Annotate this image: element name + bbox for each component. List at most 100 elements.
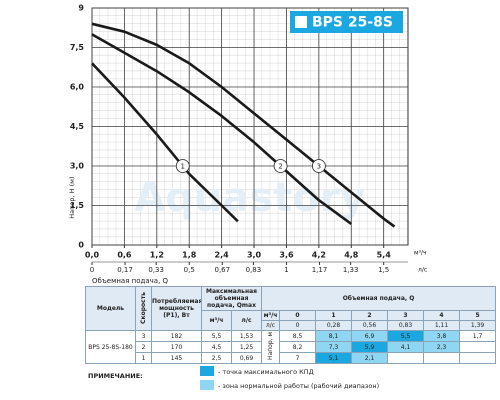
head-value: 2,1 xyxy=(351,352,388,364)
header-speed: Скорость xyxy=(135,286,152,331)
x2-tick-label: 1,17 xyxy=(312,266,328,274)
header-qmax: Максимальная объемная подача, Qmax xyxy=(201,286,262,311)
speed: 2 xyxy=(135,341,152,353)
flow-m3h: 2 xyxy=(351,310,388,321)
table-row: 1 145 2,5 0,69 7 5,1 2,1 xyxy=(86,352,497,364)
qmax-ls: 0,69 xyxy=(231,352,262,364)
x-unit: м³/ч xyxy=(414,250,427,257)
header-flow: Объемная подача, Q xyxy=(260,286,497,311)
x2-tick-label: 0 xyxy=(90,266,94,274)
head-header-text: Напор, м xyxy=(267,332,274,360)
y-tick-label: 9 xyxy=(78,4,84,13)
qmax-m3h: 2,5 xyxy=(201,352,232,364)
note-max: - точка максимального КПД xyxy=(218,368,314,376)
head-value xyxy=(387,352,424,364)
chart-title: BPS 25-8S xyxy=(312,15,393,31)
head-value: 7,3 xyxy=(315,341,352,353)
curve-label: 2 xyxy=(278,163,282,171)
x2-tick-label: 0,5 xyxy=(184,266,195,274)
flow-m3h: 1 xyxy=(315,310,352,321)
x-tick-label: 1,2 xyxy=(150,251,164,260)
y-tick-label: 7,5 xyxy=(70,43,85,52)
head-value: 6,9 xyxy=(351,330,388,342)
y-tick-label: 3,0 xyxy=(70,162,85,171)
flow-unit: м³/ч xyxy=(261,310,280,321)
head-value: 5,9 xyxy=(351,341,388,353)
table-row: л/с 0 0,28 0,56 0,83 1,11 1,39 xyxy=(86,320,497,331)
header-speed-text: Скорость xyxy=(140,291,147,324)
flow-ls: 0,83 xyxy=(387,320,424,331)
flow-ls: 0 xyxy=(279,320,316,331)
curve xyxy=(91,62,239,223)
x-tick-label: 0,0 xyxy=(85,251,100,260)
flow-m3h: 5 xyxy=(458,310,497,321)
x-tick-label: 4,2 xyxy=(312,251,326,260)
y-tick-label: 1,5 xyxy=(70,201,85,210)
note: ПРИМЕЧАНИЕ: - точка максимального КПД - … xyxy=(88,366,488,398)
qmax-m3h: 5,5 xyxy=(201,330,232,342)
table-row: BPS 25-8S-180 3 182 5,5 1,53 Напор, м 8,5 8,1 6,… xyxy=(85,330,497,364)
y-tick-label: 0 xyxy=(78,241,84,250)
x2-tick-label: 0,33 xyxy=(148,266,164,274)
curve-label: 1 xyxy=(181,163,185,171)
x2-tick-label: 0,17 xyxy=(117,266,133,274)
flow-m3h: 4 xyxy=(423,310,460,321)
title-box: BPS 25-8S xyxy=(290,11,403,33)
y-axis-label: Напор, H (м) xyxy=(68,176,76,218)
swatch-normal xyxy=(200,380,214,390)
x-tick-label: 3,6 xyxy=(279,251,294,260)
head-value xyxy=(423,352,460,364)
qmax-ls: 1,25 xyxy=(231,341,262,353)
head-value: 8,1 xyxy=(315,330,352,342)
head-value: 8,5 xyxy=(279,330,316,342)
title-bg xyxy=(290,11,403,33)
y-tick-label: 6,0 xyxy=(70,83,85,92)
head-value xyxy=(458,352,497,364)
qmax-m3h: 4,5 xyxy=(201,341,232,353)
curve xyxy=(91,33,353,225)
x-tick-label: 2,4 xyxy=(215,251,230,260)
x2-tick-label: 0,67 xyxy=(214,266,230,274)
header-model: Модель xyxy=(85,286,136,331)
head-value: 2,3 xyxy=(423,341,460,353)
swatch-max xyxy=(200,366,214,376)
qmax-unit: л/с xyxy=(231,310,262,331)
flow-ls: 1,11 xyxy=(423,320,460,331)
note-normal: - зона нормальной работы (рабочий диапаз… xyxy=(218,382,380,390)
watermark: Aquastory xyxy=(134,175,365,221)
flow-ls: 0,56 xyxy=(351,320,388,331)
x2-tick-label: 0,83 xyxy=(246,266,262,274)
table-row: Модель Скорость Потребляемая мощность (P1)… xyxy=(85,286,497,331)
curve-badge xyxy=(311,159,326,173)
x2-tick-label: 1,33 xyxy=(343,266,359,274)
x-tick-label: 5,4 xyxy=(377,251,392,260)
x-tick-label: 1,8 xyxy=(182,251,197,260)
flow-m3h: 0 xyxy=(279,310,316,321)
speed: 1 xyxy=(135,352,152,364)
x2-unit: л/с xyxy=(418,267,427,274)
curve-badge xyxy=(273,159,288,173)
power: 182 xyxy=(151,330,202,342)
x-tick-label: 3,0 xyxy=(247,251,262,260)
x2-tick-label: 1 xyxy=(284,266,288,274)
curve-badge xyxy=(175,159,190,173)
flow-ls: 1,39 xyxy=(458,320,497,331)
head-value xyxy=(458,341,497,353)
x-tick-label: 0,6 xyxy=(117,251,132,260)
curve xyxy=(91,22,396,228)
flow-ls: 0,28 xyxy=(315,320,352,331)
head-value: 1,7 xyxy=(458,330,497,342)
head-value: 5,1 xyxy=(315,352,352,364)
head-value: 3,8 xyxy=(423,330,460,342)
x2-tick-label: 1,5 xyxy=(378,266,389,274)
head-value: 7 xyxy=(279,352,316,364)
y-tick-label: 4,5 xyxy=(70,122,85,131)
performance-table: Модель Скорость Потребляемая мощность (P1)… xyxy=(85,286,497,364)
speed: 3 xyxy=(135,330,152,342)
table-row: 2 170 4,5 1,25 8,2 7,3 5,9 4,1 2,3 xyxy=(86,341,497,353)
x-tick-label: 4,8 xyxy=(344,251,359,260)
x-axis-label: Объемная подача, Q xyxy=(92,277,169,285)
model: BPS 25-8S-180 xyxy=(85,330,136,364)
head-value: 5,5 xyxy=(387,330,424,342)
